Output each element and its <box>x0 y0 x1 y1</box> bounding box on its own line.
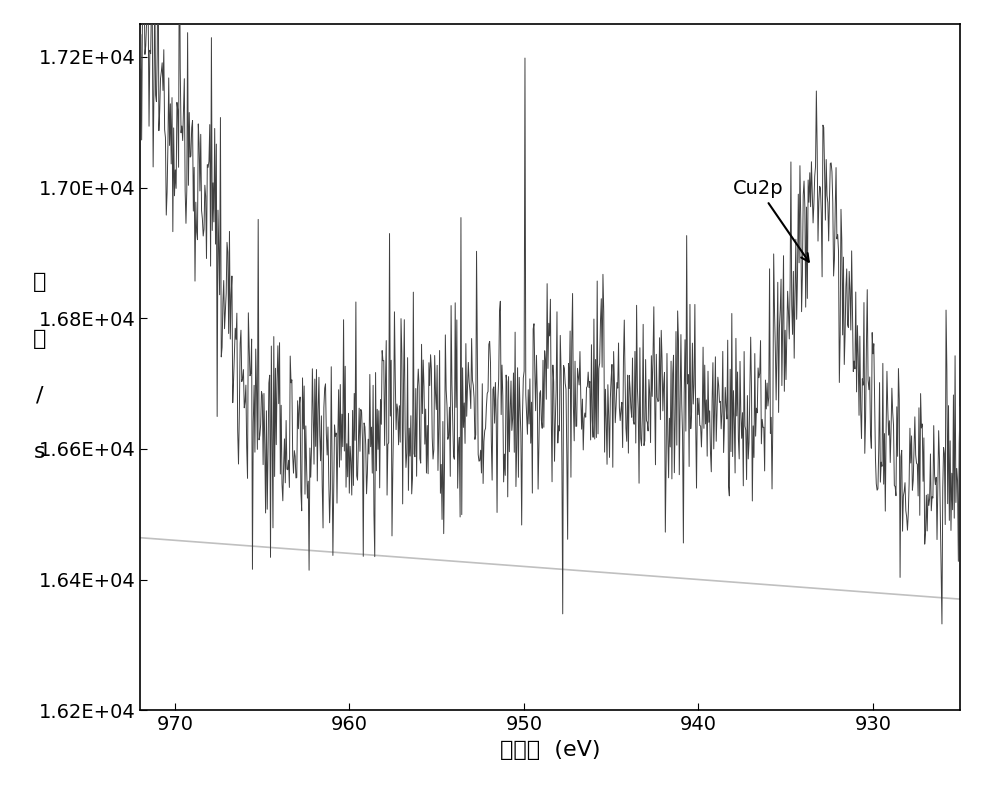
Text: Cu2p: Cu2p <box>733 179 809 261</box>
X-axis label: 结合能  (eV): 结合能 (eV) <box>500 739 600 759</box>
Text: /: / <box>36 386 44 405</box>
Text: 度: 度 <box>33 329 47 349</box>
Text: s: s <box>34 442 46 462</box>
Text: 强: 强 <box>33 273 47 292</box>
